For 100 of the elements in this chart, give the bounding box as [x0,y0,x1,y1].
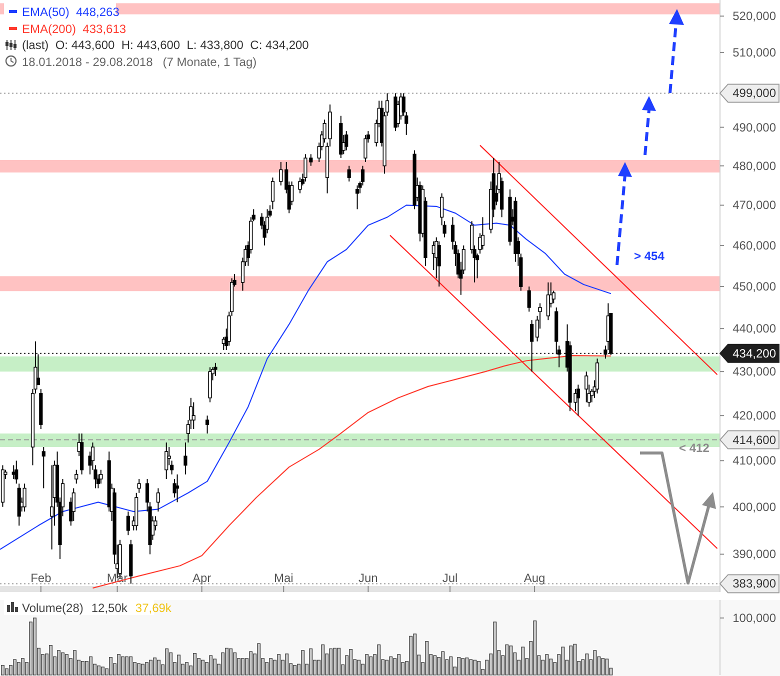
bar [241,658,245,676]
bar [121,656,125,676]
candlestick [290,180,294,206]
bar [425,641,429,676]
ref-line-label: 383,900 [732,576,776,591]
bar [465,658,469,676]
bar [97,666,101,676]
bar [165,648,169,676]
text: (last) O: 443,600 H: 443,600 L: 433,800 C: 434,200 [22,38,310,52]
bar [64,654,68,676]
annotation: 18.01.2018 - 29.08.2018 (7 Monate, 1 Tag) [22,55,257,69]
bar [605,658,609,676]
bar [389,656,393,676]
bar [301,650,305,676]
candlestick [126,511,130,536]
bar [28,622,32,676]
annotation: > 454 [634,249,665,263]
line-series [92,355,612,589]
candlestick [50,464,54,550]
annotation: < 412 [679,441,710,455]
candlestick [184,442,188,475]
bar [89,656,93,676]
legend-label: EMA(50) 448,263 [22,5,120,19]
bar [213,658,217,676]
bar [385,660,389,676]
bar [0,664,4,676]
bar [397,654,401,676]
bar [369,656,373,676]
bar [16,662,20,676]
candlestick [347,165,351,182]
candlestick [172,478,176,498]
bar [409,636,413,676]
bar [321,644,325,676]
text: 12,50k [91,601,128,615]
bar [265,662,269,676]
bar [269,658,273,676]
bar [593,650,597,676]
bar [365,654,369,676]
bar [493,622,497,676]
bar [333,648,337,676]
y-tick-label: 520,000 [732,9,776,24]
bar [505,644,509,676]
bar [137,663,141,676]
bar [257,643,261,676]
candlestick [344,130,348,151]
bar [73,650,76,676]
bar [569,646,573,676]
bar [337,648,341,676]
bar [573,644,577,676]
bar [185,662,189,676]
candlestick [279,161,283,186]
bar [233,652,237,676]
bar [149,660,153,676]
y-tick-label: 410,000 [732,454,776,468]
bar [601,658,605,676]
bar [201,660,205,676]
ref-line-label: 434,200 [732,346,776,360]
x-tick-label: Apr [192,571,212,585]
bar [221,652,225,676]
bar [169,652,173,676]
y-tick-label: 430,000 [732,364,776,379]
bar [193,652,197,676]
bar [157,660,161,676]
bar [473,660,477,676]
bar [81,660,84,676]
bar [357,660,361,676]
bar [141,664,145,676]
candlestick [156,488,160,512]
bar [377,644,381,676]
bar [32,618,36,676]
text: 100,000 [732,611,776,625]
legend-label: EMA(200) 433,613 [22,22,126,36]
bar [225,648,229,676]
ref-line-label: 414,600 [732,432,776,447]
bar [125,656,129,676]
y-tick-label: 460,000 [732,238,776,252]
candlestick [42,446,46,489]
y-tick-label: 510,000 [732,45,776,60]
bar [561,646,565,676]
y-tick-label: 400,000 [732,500,776,514]
candlestick [584,371,588,403]
bar [56,650,60,676]
candlestick [527,286,531,312]
bar [469,659,473,676]
bar [545,654,549,676]
candlestick [205,415,210,434]
bar [509,646,513,676]
bar [48,645,52,676]
candlestick [14,460,18,484]
bar [521,646,525,676]
bar [20,658,24,676]
y-tick-label: 490,000 [732,120,776,134]
line-series [0,204,612,550]
bar [413,634,417,676]
bar [293,664,297,676]
y-tick-label: 420,000 [732,408,776,423]
candlestick [74,469,78,484]
bar [349,649,353,676]
bar [249,651,253,676]
bar [461,658,465,676]
